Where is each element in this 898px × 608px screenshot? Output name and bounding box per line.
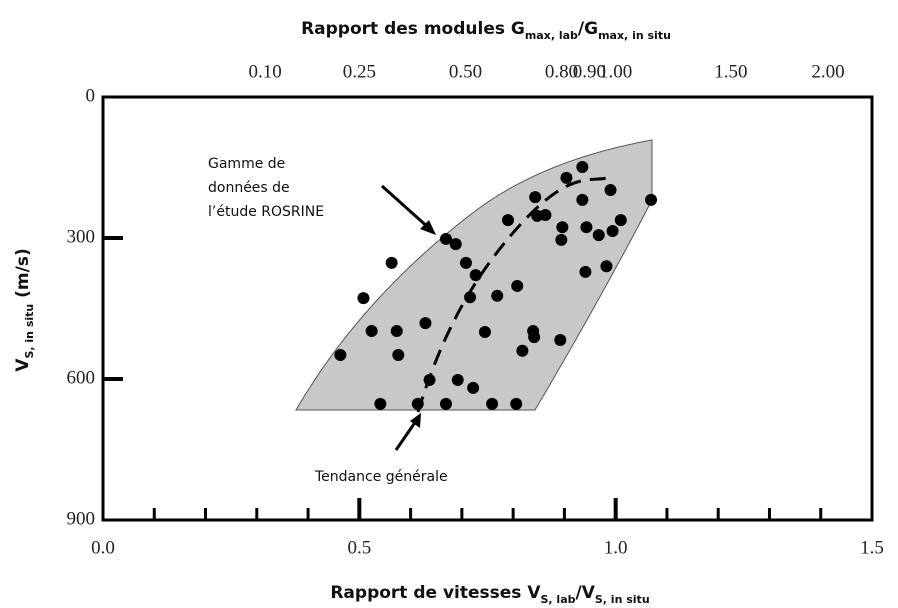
plot-frame	[101, 95, 874, 522]
data-point	[478, 326, 491, 338]
data-point	[516, 344, 529, 357]
x2-tick-label: 0.80	[545, 61, 578, 82]
y-tick-label: 900	[67, 508, 96, 529]
data-point	[645, 193, 658, 206]
y-axis-title: VS, in situ (m/s)	[13, 248, 36, 371]
data-point	[491, 289, 504, 302]
data-point	[334, 349, 347, 362]
data-point	[580, 221, 593, 234]
data-point	[449, 238, 462, 251]
label-part: /V	[576, 583, 596, 603]
data-point	[604, 184, 617, 197]
data-point	[469, 269, 482, 282]
data-point	[464, 291, 477, 304]
arrow	[380, 184, 432, 231]
x-axis-title: Rapport de vitesses VS, lab/VS, in situ	[330, 583, 649, 606]
data-point	[439, 232, 452, 245]
trend-line	[416, 176, 608, 413]
data-point	[576, 193, 589, 206]
data-point	[576, 161, 589, 174]
x2-tick-label: 1.00	[599, 61, 632, 82]
label-sub: max, in situ	[598, 29, 671, 42]
data-point	[459, 256, 472, 269]
data-point	[390, 325, 403, 338]
data-point	[502, 214, 515, 227]
x2-tick-label: 0.90	[573, 61, 606, 82]
data-point	[510, 397, 523, 410]
x2-tick-label: 0.50	[449, 61, 482, 82]
y-tick-label: 300	[67, 226, 96, 247]
data-point	[529, 191, 542, 204]
x-tick-label: 1.5	[860, 537, 884, 558]
x2-tick-label: 0.25	[343, 61, 376, 82]
label-part: Rapport de vitesses V	[330, 583, 541, 603]
y-tick-label: 0	[86, 85, 96, 106]
data-point	[467, 381, 480, 394]
data-point	[554, 333, 567, 346]
data-point	[614, 214, 627, 227]
y-tick-label: 600	[67, 367, 96, 388]
data-point	[423, 373, 436, 386]
label-sub: max, lab	[525, 29, 578, 42]
arrow-head	[420, 220, 436, 235]
annotation: Gamme de	[208, 156, 285, 172]
data-point	[560, 171, 573, 184]
x2-axis-title: Rapport des modules Gmax, lab/Gmax, in s…	[301, 19, 671, 42]
data-point	[439, 397, 452, 410]
annotation: données de	[208, 180, 290, 196]
x-tick-label: 0.0	[91, 537, 115, 558]
x2-tick-label: 0.10	[248, 61, 281, 82]
data-point	[486, 397, 499, 410]
x2-tick-label: 2.00	[811, 61, 844, 82]
data-point	[374, 397, 387, 410]
data-point	[419, 317, 432, 330]
data-point	[411, 397, 424, 410]
data-point	[556, 221, 569, 234]
annotation: l’étude ROSRINE	[208, 204, 324, 220]
label-part: V	[13, 358, 33, 372]
label-sub: S, in situ	[23, 304, 36, 359]
data-point	[365, 325, 378, 338]
data-point	[511, 279, 524, 292]
data-point	[385, 256, 398, 269]
data-point	[606, 224, 619, 237]
label-sub: S, lab	[541, 593, 576, 606]
label-part: Rapport des modules G	[301, 19, 525, 39]
label-sub: S, in situ	[595, 593, 650, 606]
arrow-head	[410, 413, 421, 428]
data-point	[600, 260, 613, 273]
annotation: Tendance générale	[314, 469, 448, 485]
x-tick-label: 0.5	[347, 537, 371, 558]
data-point	[539, 208, 552, 221]
label-part: /G	[578, 19, 598, 39]
data-point	[392, 349, 405, 362]
data-point	[451, 373, 464, 386]
arrow	[394, 420, 418, 451]
data-point	[357, 292, 370, 305]
data-point	[579, 265, 592, 278]
x2-tick-label: 1.50	[714, 61, 747, 82]
label-part: (m/s)	[13, 248, 33, 304]
data-point	[592, 229, 605, 242]
data-point	[528, 331, 541, 344]
x-tick-label: 1.0	[604, 537, 628, 558]
data-point	[555, 233, 568, 246]
